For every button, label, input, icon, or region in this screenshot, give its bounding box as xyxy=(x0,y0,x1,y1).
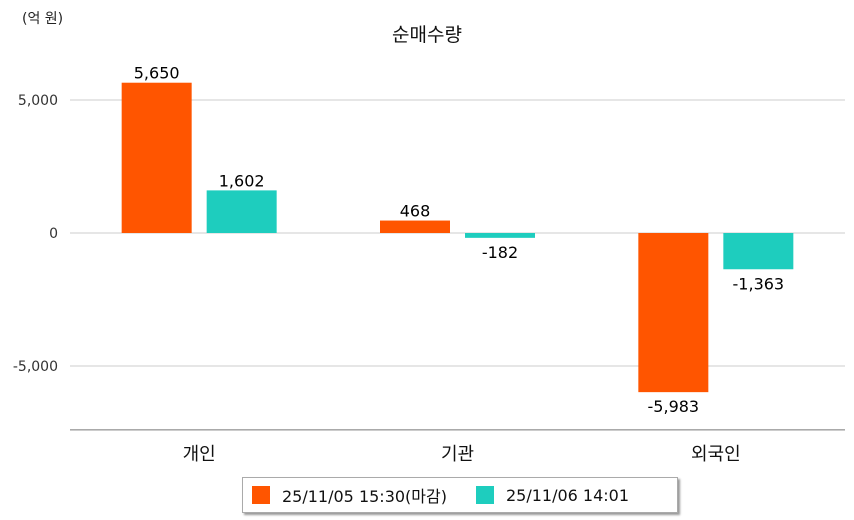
legend-swatch xyxy=(475,486,494,504)
bar xyxy=(723,233,794,270)
unit-label: (억 원) xyxy=(22,11,64,27)
bar xyxy=(638,233,709,393)
y-tick-label: 5,000 xyxy=(18,93,58,109)
legend-label: 25/11/06 14:01 xyxy=(505,485,630,505)
data-label: 468 xyxy=(400,202,431,221)
data-label: -182 xyxy=(482,243,518,262)
data-label: -1,363 xyxy=(733,274,785,293)
y-tick-label: 0 xyxy=(49,226,58,242)
legend-item-series-1[interactable]: 25/11/05 15:30(마감) xyxy=(252,483,447,507)
x-tick-label: 개인 xyxy=(183,444,216,465)
bar-chart: 5,000 0 -5,000 개인 5,650 1,602 기관 468 -182 외국인 -5,9… xyxy=(13,64,845,465)
bar xyxy=(465,233,535,238)
legend-item-series-2[interactable]: 25/11/06 14:01 xyxy=(475,485,630,505)
chart-title: 순매수량 xyxy=(392,24,462,46)
bar xyxy=(206,190,277,233)
data-label: -5,983 xyxy=(648,397,700,416)
data-label: 5,650 xyxy=(134,64,180,83)
bar xyxy=(121,82,192,234)
bar xyxy=(380,220,450,233)
legend-label: 25/11/05 15:30(마감) xyxy=(282,487,447,506)
legend: 25/11/05 15:30(마감) 25/11/06 14:01 xyxy=(242,477,678,513)
legend-swatch xyxy=(252,486,270,504)
y-tick-label: -5,000 xyxy=(13,359,58,375)
data-label: 1,602 xyxy=(219,171,265,190)
x-tick-label: 외국인 xyxy=(691,444,741,465)
x-tick-label: 기관 xyxy=(441,444,474,465)
